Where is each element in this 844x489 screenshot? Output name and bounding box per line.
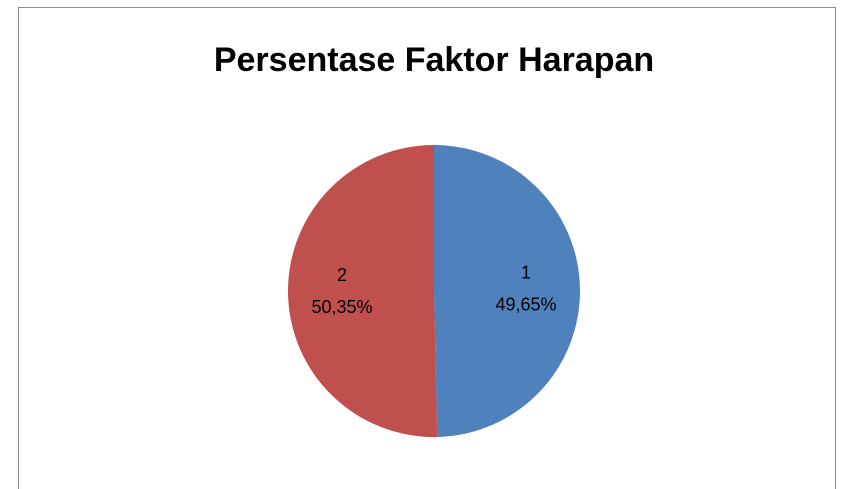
chart-title: Persentase Faktor Harapan bbox=[214, 41, 654, 79]
slice-category-label: 2 bbox=[337, 265, 347, 285]
pie-slice bbox=[434, 145, 580, 437]
slice-category-label: 1 bbox=[521, 263, 531, 283]
pie-slice bbox=[287, 145, 438, 437]
slice-value-label: 49,65% bbox=[495, 295, 556, 315]
slice-value-label: 50,35% bbox=[311, 297, 372, 317]
